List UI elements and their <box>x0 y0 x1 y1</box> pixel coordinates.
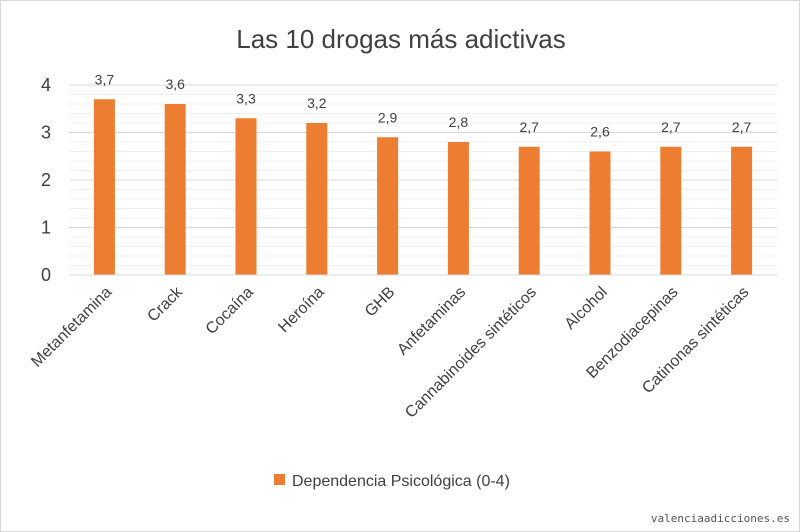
category-label: GHB <box>362 284 399 321</box>
legend-swatch <box>274 474 285 485</box>
bars <box>93 99 753 275</box>
data-label: 2,7 <box>661 119 681 135</box>
data-label: 2,7 <box>519 119 539 135</box>
chart-title: Las 10 drogas más adictivas <box>236 24 566 54</box>
x-axis: Metanfetamina Crack Cocaína Heroína GHBAnfet… <box>28 274 777 422</box>
gridlines <box>69 84 777 266</box>
bar <box>93 99 115 275</box>
y-tick-label: 1 <box>41 218 51 238</box>
bar <box>164 104 186 275</box>
data-label: 2,7 <box>732 119 752 135</box>
data-label: 3,2 <box>307 95 327 111</box>
bar <box>377 137 399 275</box>
bar <box>235 118 257 275</box>
watermark: valenciaadicciones.es <box>651 512 790 525</box>
data-label: 2,8 <box>449 114 469 130</box>
y-tick-label: 3 <box>41 123 51 143</box>
data-label: 2,9 <box>378 109 398 125</box>
data-label: 3,3 <box>236 90 256 106</box>
category-label: Anfetaminas <box>394 284 469 359</box>
category-label: Cocaína <box>203 284 257 338</box>
category-label: Heroína <box>275 284 327 336</box>
bar <box>447 142 469 275</box>
bar <box>660 146 682 275</box>
bar <box>589 151 611 275</box>
bar <box>518 146 540 275</box>
category-label: Cannabinoides sintéticos <box>402 284 540 422</box>
data-label: 2,6 <box>590 124 610 140</box>
y-axis: 0 1 2 3 4 <box>41 75 51 285</box>
category-label: Metanfetamina <box>28 284 115 371</box>
y-tick-label: 0 <box>41 265 51 285</box>
data-label: 3,6 <box>165 76 185 92</box>
category-label: Alcohol <box>562 284 611 333</box>
bar <box>306 123 328 275</box>
bar <box>731 146 753 275</box>
data-labels: 3,7 3,6 3,3 3,2 2,9 2,8 2,7 2,6 2,7 2,7 <box>95 71 752 139</box>
y-tick-label: 4 <box>41 75 51 95</box>
data-label: 3,7 <box>95 71 115 87</box>
legend: Dependencia Psicológica (0-4) <box>274 473 510 490</box>
legend-label: Dependencia Psicológica (0-4) <box>292 473 510 490</box>
y-tick-label: 2 <box>41 170 51 190</box>
category-label: Crack <box>144 283 186 325</box>
